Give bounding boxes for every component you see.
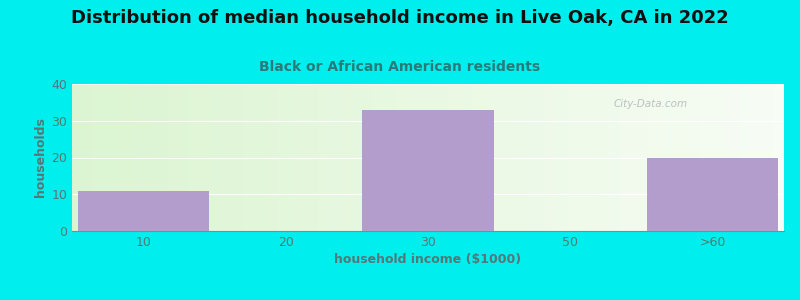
Bar [362, 110, 494, 231]
Y-axis label: households: households [34, 118, 47, 197]
X-axis label: household income ($1000): household income ($1000) [334, 253, 522, 266]
Text: Distribution of median household income in Live Oak, CA in 2022: Distribution of median household income … [71, 9, 729, 27]
Text: City-Data.com: City-Data.com [613, 99, 687, 109]
Bar [647, 158, 778, 231]
Text: Black or African American residents: Black or African American residents [259, 60, 541, 74]
Bar [78, 190, 209, 231]
